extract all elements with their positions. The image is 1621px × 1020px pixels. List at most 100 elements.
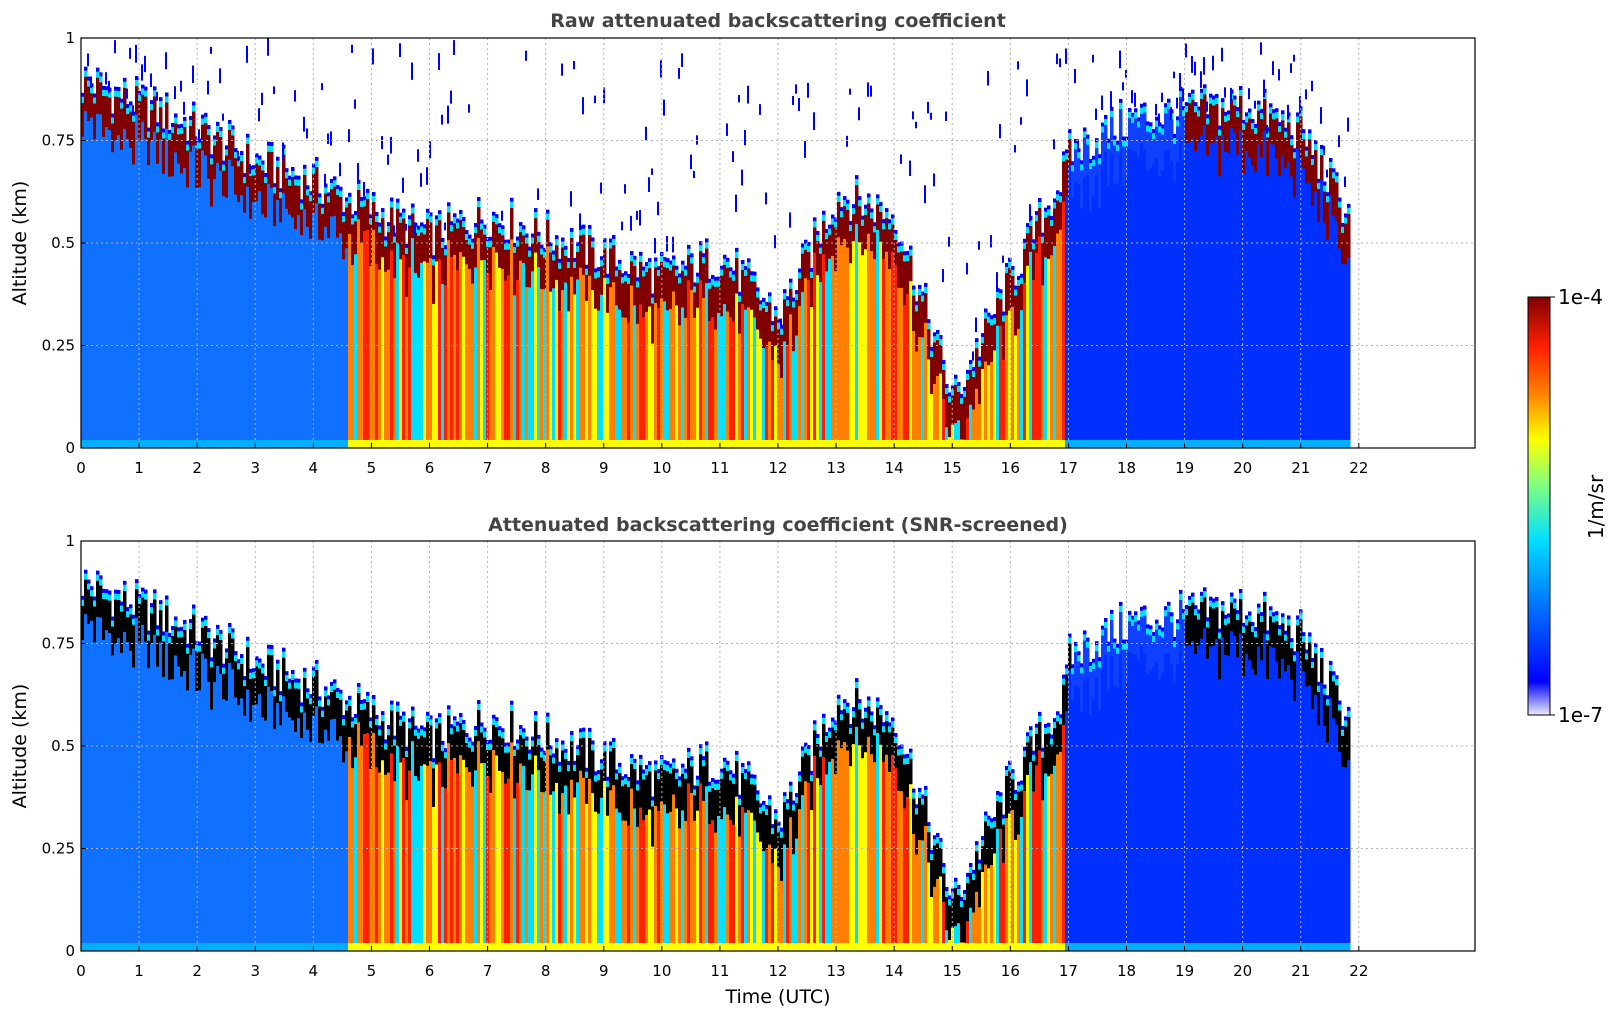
panel-title: Attenuated backscattering coefficient (S…	[488, 514, 1068, 536]
heatmap-column	[156, 91, 160, 448]
heatmap-column	[525, 50, 529, 448]
heatmap-column	[885, 208, 889, 448]
heatmap-column	[633, 255, 637, 448]
heatmap-column	[192, 65, 196, 448]
heatmap-column	[411, 62, 415, 448]
heatmap-column	[162, 631, 166, 951]
heatmap-column	[702, 253, 706, 448]
heatmap-column	[285, 168, 289, 448]
heatmap-column	[183, 101, 187, 448]
heatmap-column	[585, 264, 589, 448]
heatmap-column	[1104, 617, 1108, 951]
heatmap-column	[1344, 716, 1348, 951]
heatmap-column	[654, 238, 658, 448]
heatmap-column	[543, 247, 547, 448]
y-tick-label: 1	[65, 532, 75, 550]
heatmap-column	[960, 897, 964, 951]
heatmap-column	[1128, 107, 1132, 448]
heatmap-column	[1251, 622, 1255, 951]
heatmap-column	[507, 239, 511, 448]
heatmap-column	[90, 76, 94, 448]
x-tick-label: 14	[885, 459, 904, 477]
heatmap-column	[900, 154, 904, 448]
heatmap-column	[837, 694, 841, 951]
heatmap-column	[297, 175, 301, 448]
heatmap-column	[420, 173, 424, 448]
heatmap-column	[759, 803, 763, 951]
heatmap-column	[975, 841, 979, 951]
heatmap-column	[1293, 651, 1297, 951]
heatmap-column	[447, 105, 451, 448]
heatmap-column	[648, 761, 652, 951]
heatmap-column	[768, 795, 772, 951]
heatmap-column	[1038, 198, 1042, 448]
heatmap-column	[1023, 746, 1027, 951]
heatmap-column	[192, 604, 196, 951]
heatmap-column	[804, 742, 808, 951]
heatmap-column	[756, 790, 760, 951]
heatmap-column	[1113, 638, 1117, 951]
heatmap-column	[333, 679, 337, 951]
heatmap-column	[639, 754, 643, 951]
colorbar: 1e-4 1e-7 1/m/sr	[1527, 285, 1608, 727]
heatmap-column	[858, 107, 862, 448]
heatmap-column	[714, 779, 718, 951]
heatmap-column	[366, 188, 370, 448]
heatmap-column	[258, 658, 262, 951]
heatmap-column	[144, 589, 148, 951]
heatmap-column	[1230, 87, 1234, 448]
heatmap-column	[903, 251, 907, 448]
heatmap-column	[1077, 139, 1081, 448]
heatmap-column	[492, 714, 496, 951]
heatmap-column	[1155, 103, 1159, 448]
heatmap-column	[1050, 216, 1054, 448]
heatmap-column	[189, 116, 193, 448]
heatmap-column	[1248, 88, 1252, 448]
heatmap-column	[1302, 632, 1306, 951]
heatmap-column	[711, 274, 715, 448]
heatmap-column	[1152, 632, 1156, 951]
heatmap-column	[228, 622, 232, 951]
x-tick-label: 5	[367, 962, 377, 980]
heatmap-column	[843, 196, 847, 448]
heatmap-column	[1281, 613, 1285, 951]
heatmap-column	[414, 222, 418, 448]
heatmap-column	[1101, 95, 1105, 448]
heatmap-column	[945, 886, 949, 951]
heatmap-column	[783, 289, 787, 448]
heatmap-column	[1008, 257, 1012, 448]
x-tick-label: 7	[483, 962, 493, 980]
heatmap-column	[156, 625, 160, 951]
heatmap-column	[255, 656, 259, 951]
heatmap-column	[648, 177, 652, 448]
heatmap-column	[1032, 750, 1036, 951]
heatmap-column	[210, 46, 214, 448]
heatmap-column	[378, 725, 382, 951]
heatmap-column	[354, 714, 358, 951]
heatmap-column	[699, 744, 703, 951]
heatmap-column	[1149, 122, 1153, 448]
heatmap-column	[516, 236, 520, 448]
heatmap-column	[546, 209, 550, 448]
heatmap-column	[828, 727, 832, 951]
heatmap-column	[903, 754, 907, 951]
heatmap-column	[240, 654, 244, 951]
heatmap-column	[687, 747, 691, 951]
heatmap-column	[231, 628, 235, 951]
heatmap-column	[1236, 610, 1240, 951]
heatmap-column	[918, 284, 922, 448]
y-tick-label: 1	[65, 29, 75, 47]
heatmap-column	[936, 329, 940, 448]
heatmap-column	[879, 201, 883, 448]
heatmap-column	[1314, 643, 1318, 951]
heatmap-column	[525, 736, 529, 951]
heatmap-column	[1089, 661, 1093, 951]
heatmap-column	[966, 872, 970, 951]
heatmap-column	[273, 86, 277, 448]
x-tick-label: 11	[710, 962, 729, 980]
heatmap-column	[1185, 43, 1189, 448]
heatmap-column	[282, 647, 286, 951]
heatmap-column	[480, 722, 484, 951]
heatmap-column	[216, 121, 220, 448]
heatmap-column	[930, 849, 934, 951]
